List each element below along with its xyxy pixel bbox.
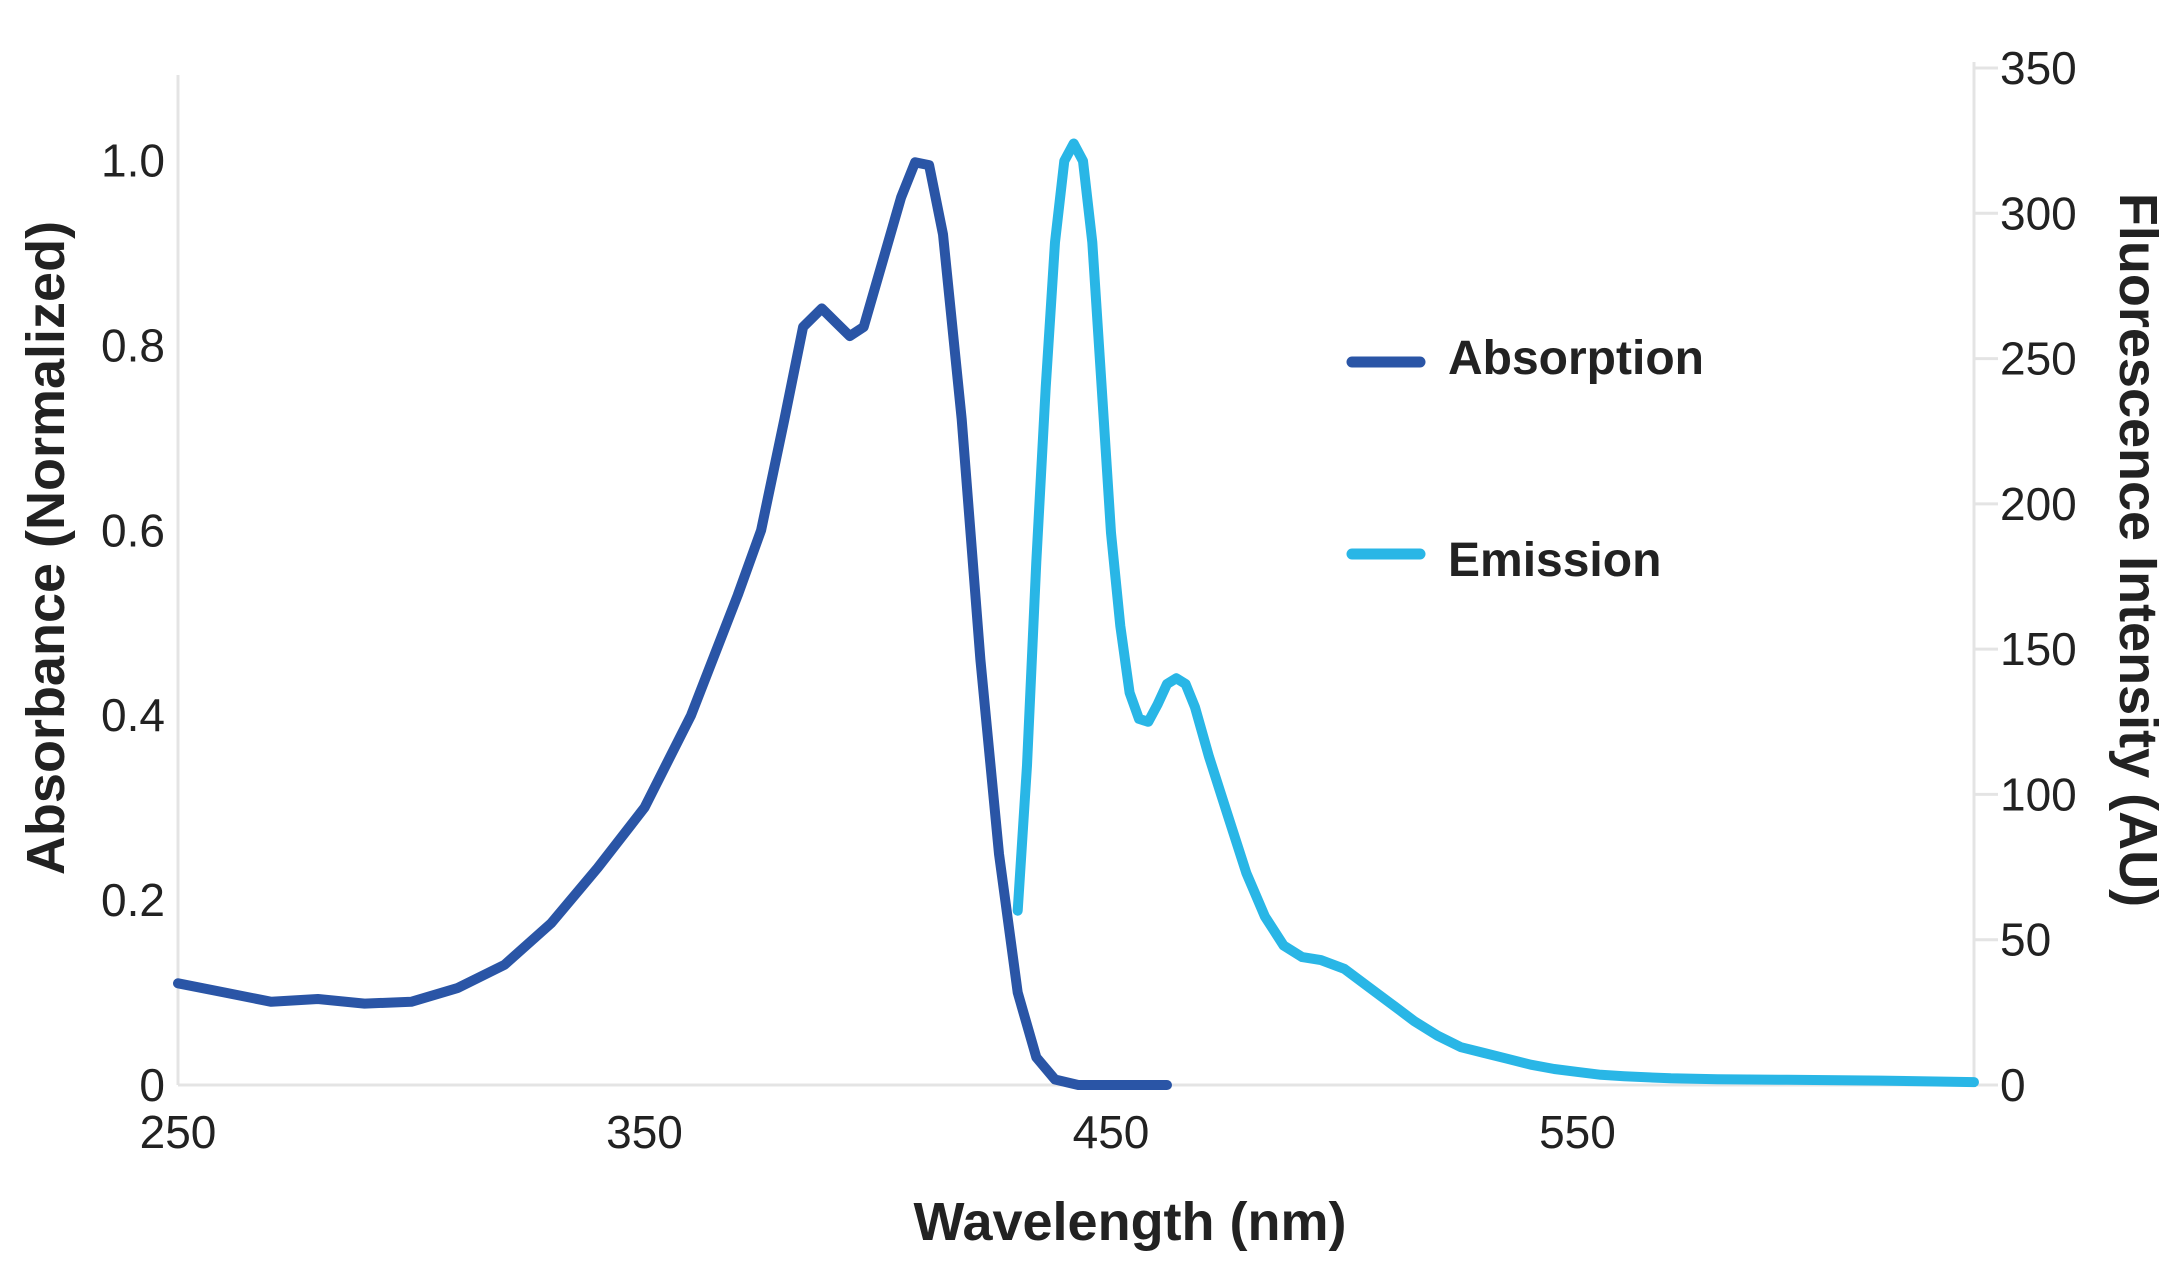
x-axis-title: Wavelength (nm) xyxy=(913,1192,1346,1252)
y-left-tick-label: 1.0 xyxy=(101,134,165,186)
y-left-tick-label: 0.6 xyxy=(101,504,165,556)
y-left-tick-label: 0 xyxy=(139,1059,165,1111)
legend: Absorption Emission xyxy=(1346,332,1704,587)
x-tick-labels: 250 350 450 550 xyxy=(140,1106,1616,1158)
y-right-tick-label: 300 xyxy=(2000,187,2077,239)
legend-label-emission: Emission xyxy=(1448,534,1661,587)
x-tick-label: 350 xyxy=(606,1106,683,1158)
y-right-tick-label: 200 xyxy=(2000,478,2077,530)
y-right-tick-label: 150 xyxy=(2000,623,2077,675)
x-tick-label: 550 xyxy=(1539,1106,1616,1158)
y-right-tick-labels: 0 50 100 150 200 250 300 350 xyxy=(1974,42,2077,1111)
y-axis-left-title: Absorbance (Normalized) xyxy=(16,221,76,875)
y-right-tick-label: 50 xyxy=(2000,914,2051,966)
y-left-tick-labels: 0 0.2 0.4 0.6 0.8 1.0 xyxy=(101,134,165,1111)
series-line-absorption xyxy=(173,157,1172,1090)
legend-label-absorption: Absorption xyxy=(1448,332,1704,385)
y-right-tick-label: 0 xyxy=(2000,1059,2026,1111)
y-left-tick-label: 0.4 xyxy=(101,689,165,741)
plot-area: 250 350 450 550 0 0.2 0.4 0.6 0.8 1.0 0 50 100 150 2… xyxy=(101,42,2077,1158)
series-lines xyxy=(173,138,1979,1090)
x-tick-label: 250 xyxy=(140,1106,217,1158)
y-left-tick-label: 0.8 xyxy=(101,319,165,371)
y-axis-right-title: Fluorescence Intensity (AU) xyxy=(2108,193,2168,907)
x-tick-label: 450 xyxy=(1073,1106,1150,1158)
y-right-tick-label: 350 xyxy=(2000,42,2077,94)
y-left-tick-label: 0.2 xyxy=(101,874,165,926)
series-line-emission xyxy=(1012,138,1979,1088)
y-right-tick-label: 250 xyxy=(2000,333,2077,385)
y-right-tick-label: 100 xyxy=(2000,768,2077,820)
